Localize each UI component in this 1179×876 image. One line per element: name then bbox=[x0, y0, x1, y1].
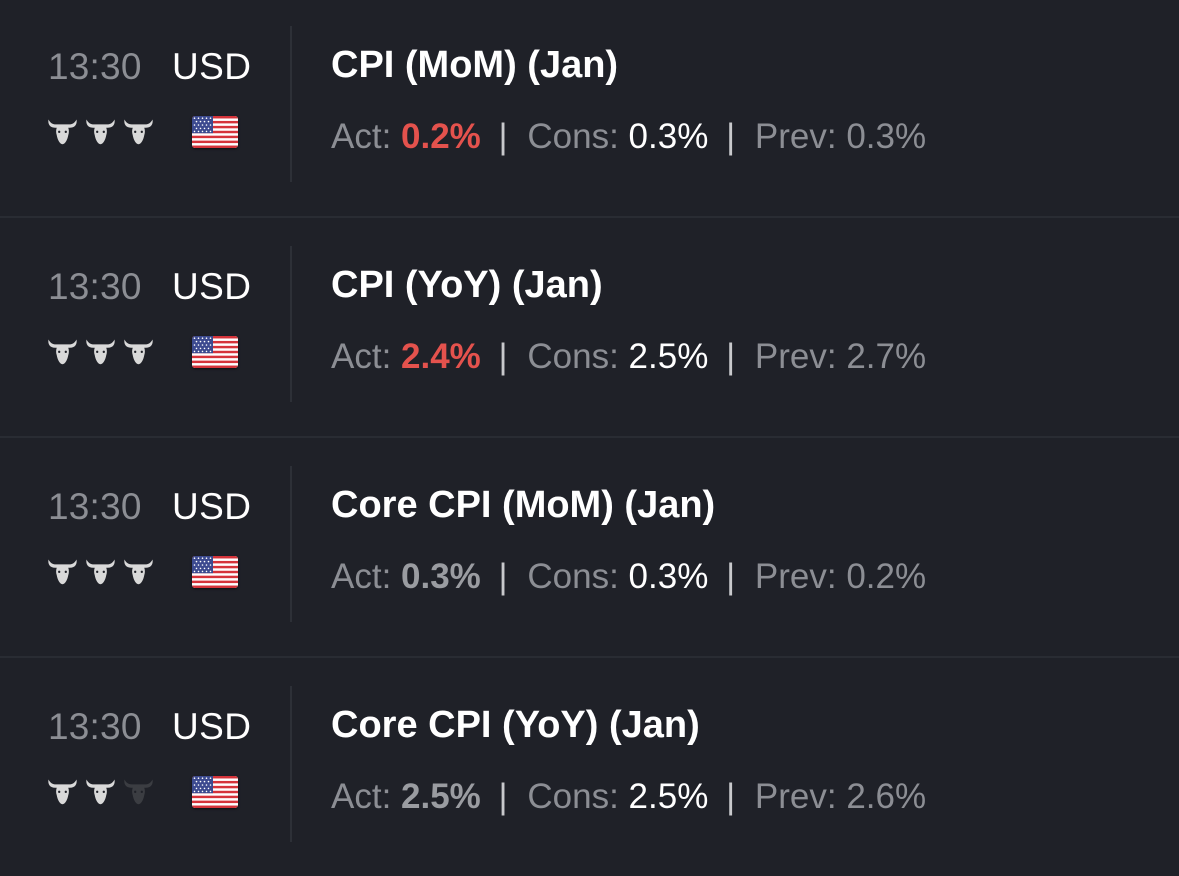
actual-label: Act: bbox=[331, 557, 392, 596]
bull-icon bbox=[84, 116, 117, 146]
bull-icon bbox=[46, 336, 79, 366]
event-title[interactable]: CPI (YoY) (Jan) bbox=[331, 264, 603, 306]
consensus-value: 2.5% bbox=[628, 777, 709, 816]
event-time: 13:30 bbox=[48, 266, 142, 307]
stat-separator: | bbox=[498, 557, 508, 596]
bull-icon-inactive bbox=[122, 776, 155, 806]
consensus-value: 2.5% bbox=[628, 337, 709, 376]
event-stats: Act: 0.3% | Cons: 0.3% | Prev: 0.2% bbox=[331, 557, 926, 597]
previous-value: 2.7% bbox=[846, 337, 927, 376]
consensus-value: 0.3% bbox=[628, 117, 709, 156]
bull-icon bbox=[46, 116, 79, 146]
event-currency: USD bbox=[172, 266, 252, 307]
consensus-label: Cons: bbox=[527, 777, 619, 816]
stat-separator: | bbox=[726, 777, 736, 816]
consensus-label: Cons: bbox=[527, 557, 619, 596]
importance-rating bbox=[46, 774, 156, 808]
bull-icon bbox=[46, 556, 79, 586]
actual-label: Act: bbox=[331, 777, 392, 816]
event-row[interactable]: 13:30 USD bbox=[0, 440, 1179, 658]
event-title[interactable]: CPI (MoM) (Jan) bbox=[331, 44, 619, 86]
event-time: 13:30 bbox=[48, 706, 142, 747]
actual-value: 2.5% bbox=[401, 777, 481, 816]
us-flag-icon bbox=[192, 776, 238, 808]
event-row[interactable]: 13:30 USD bbox=[0, 0, 1179, 218]
us-flag-icon bbox=[192, 116, 238, 148]
stat-separator: | bbox=[498, 777, 508, 816]
event-time: 13:30 bbox=[48, 486, 142, 527]
previous-value: 0.3% bbox=[846, 117, 927, 156]
actual-value: 0.2% bbox=[401, 117, 481, 156]
stat-separator: | bbox=[726, 337, 736, 376]
importance-rating bbox=[46, 114, 156, 148]
us-flag-icon bbox=[192, 556, 238, 588]
previous-label: Prev: bbox=[754, 117, 837, 156]
event-row[interactable]: 13:30 USD bbox=[0, 660, 1179, 876]
previous-value: 2.6% bbox=[846, 777, 927, 816]
consensus-label: Cons: bbox=[527, 337, 619, 376]
column-divider bbox=[290, 26, 292, 182]
actual-label: Act: bbox=[331, 337, 392, 376]
bull-icon bbox=[84, 556, 117, 586]
consensus-label: Cons: bbox=[527, 117, 619, 156]
bull-icon bbox=[122, 336, 155, 366]
bull-icon bbox=[84, 336, 117, 366]
bull-icon bbox=[122, 116, 155, 146]
event-stats: Act: 2.5% | Cons: 2.5% | Prev: 2.6% bbox=[331, 777, 926, 817]
event-currency: USD bbox=[172, 486, 252, 527]
actual-label: Act: bbox=[331, 117, 392, 156]
event-title[interactable]: Core CPI (YoY) (Jan) bbox=[331, 704, 700, 746]
event-currency: USD bbox=[172, 706, 252, 747]
importance-rating bbox=[46, 554, 156, 588]
stat-separator: | bbox=[726, 117, 736, 156]
actual-value: 2.4% bbox=[401, 337, 481, 376]
event-row[interactable]: 13:30 USD bbox=[0, 220, 1179, 438]
previous-label: Prev: bbox=[754, 337, 837, 376]
bull-icon bbox=[46, 776, 79, 806]
us-flag-icon bbox=[192, 336, 238, 368]
actual-value: 0.3% bbox=[401, 557, 481, 596]
previous-value: 0.2% bbox=[846, 557, 927, 596]
bull-icon bbox=[122, 556, 155, 586]
event-currency: USD bbox=[172, 46, 252, 87]
previous-label: Prev: bbox=[754, 557, 837, 596]
event-title[interactable]: Core CPI (MoM) (Jan) bbox=[331, 484, 716, 526]
previous-label: Prev: bbox=[754, 777, 837, 816]
stat-separator: | bbox=[498, 117, 508, 156]
bull-icon bbox=[84, 776, 117, 806]
column-divider bbox=[290, 686, 292, 842]
column-divider bbox=[290, 466, 292, 622]
event-stats: Act: 2.4% | Cons: 2.5% | Prev: 2.7% bbox=[331, 337, 926, 377]
stat-separator: | bbox=[498, 337, 508, 376]
event-stats: Act: 0.2% | Cons: 0.3% | Prev: 0.3% bbox=[331, 117, 926, 157]
stat-separator: | bbox=[726, 557, 736, 596]
event-time: 13:30 bbox=[48, 46, 142, 87]
importance-rating bbox=[46, 334, 156, 368]
consensus-value: 0.3% bbox=[628, 557, 709, 596]
column-divider bbox=[290, 246, 292, 402]
